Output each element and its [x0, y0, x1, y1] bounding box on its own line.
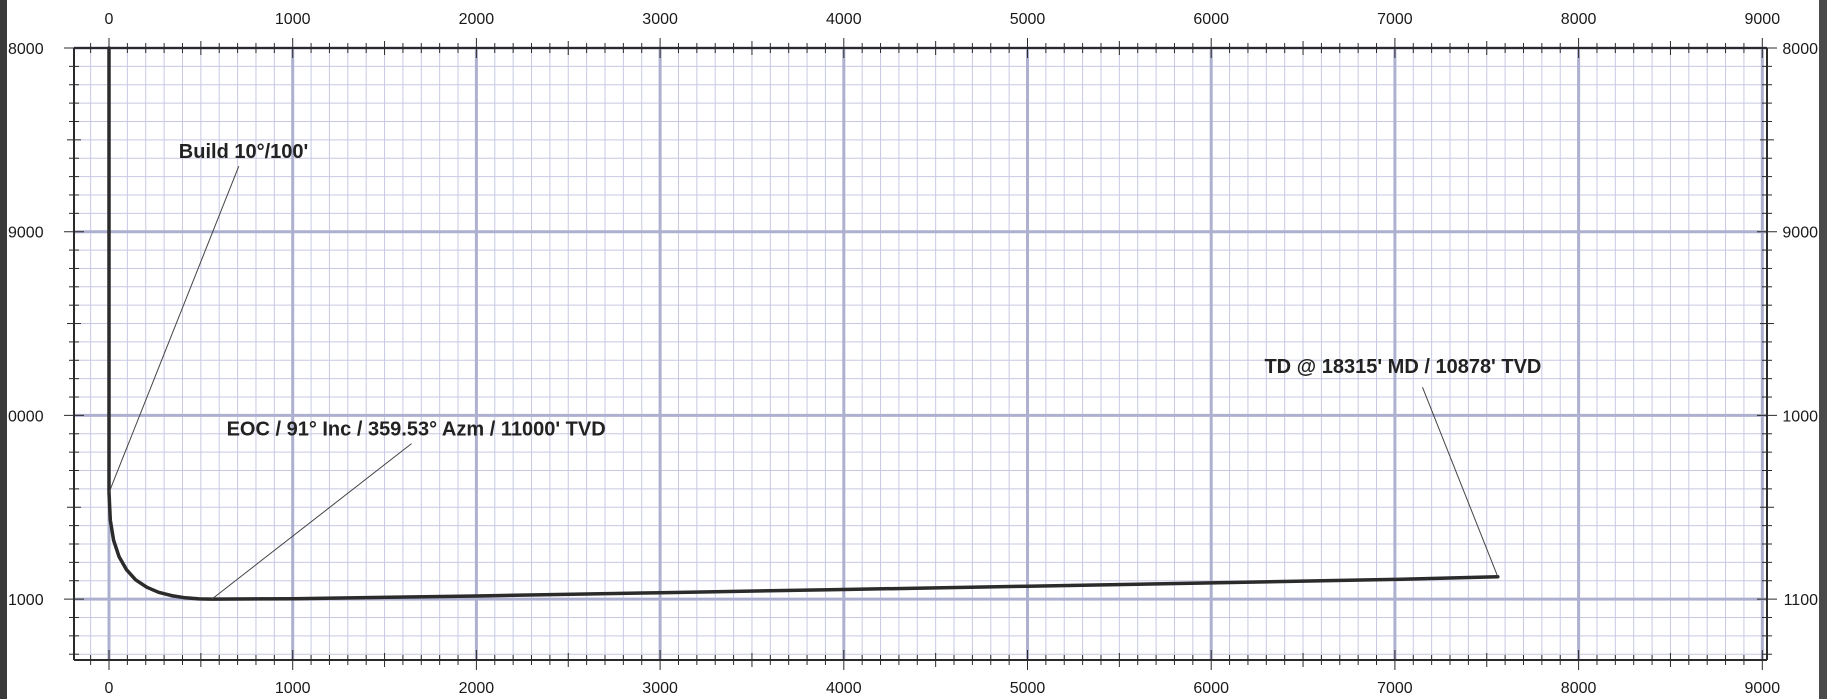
x-tick-label-bottom: 4000	[826, 680, 862, 697]
x-tick-label-bottom: 8000	[1561, 680, 1597, 697]
series-layer	[107, 46, 1500, 601]
axis-ticks	[64, 38, 1777, 670]
annotations: Build 10°/100' EOC / 91° Inc / 359.53° Az…	[108, 141, 1541, 600]
x-tick-label-top: 8000	[1561, 11, 1597, 28]
annotation-leader-line	[1422, 386, 1499, 577]
y-tick-label-right: 9000	[1782, 225, 1818, 242]
y-tick-label-right: 8000	[1782, 41, 1818, 58]
x-tick-label-top: 9000	[1745, 11, 1781, 28]
x-tick-label-top: 2000	[459, 11, 495, 28]
y-tick-label-left: 0000	[8, 408, 44, 425]
well-trajectory-line	[107, 46, 1500, 601]
left-edge-strip	[0, 0, 7, 699]
annotation-label: Build 10°/100'	[179, 141, 308, 163]
y-tick-label-left: 1000	[8, 592, 44, 609]
x-tick-label-bottom: 9000	[1745, 680, 1781, 697]
y-tick-label-left: 8000	[8, 41, 44, 58]
x-tick-label-bottom: 1000	[275, 680, 311, 697]
y-tick-label-right: 1100	[1784, 592, 1819, 609]
annotation-leader-line	[211, 443, 412, 600]
x-tick-label-top: 4000	[826, 11, 862, 28]
y-tick-label-right: 1000	[1782, 408, 1818, 425]
x-tick-label-top: 6000	[1193, 11, 1229, 28]
x-tick-label-bottom: 5000	[1010, 680, 1046, 697]
x-tick-label-bottom: 2000	[459, 680, 495, 697]
x-tick-label-top: 7000	[1377, 11, 1413, 28]
x-tick-label-top: 3000	[642, 11, 678, 28]
x-tick-label-bottom: 7000	[1377, 680, 1413, 697]
x-tick-label-bottom: 3000	[642, 680, 678, 697]
annotation-label: TD @ 18315' MD / 10878' TVD	[1264, 356, 1541, 378]
x-tick-label-bottom: 6000	[1193, 680, 1229, 697]
x-tick-label-bottom: 0	[105, 680, 114, 697]
x-tick-label-top: 5000	[1010, 11, 1046, 28]
frame	[73, 47, 1768, 661]
axis-labels: 0 0 1000 1000 2000 2000 3000 3000 4000 4000 5000 50…	[8, 11, 1818, 697]
y-tick-label-left: 9000	[8, 225, 44, 242]
annotation-leader-line	[108, 166, 240, 493]
x-tick-label-top: 0	[105, 11, 114, 28]
right-edge-strip	[1819, 0, 1827, 699]
grid	[74, 46, 1767, 660]
annotation-label: EOC / 91° Inc / 359.53° Azm / 11000' TVD	[227, 419, 606, 441]
x-tick-label-top: 1000	[275, 11, 311, 28]
